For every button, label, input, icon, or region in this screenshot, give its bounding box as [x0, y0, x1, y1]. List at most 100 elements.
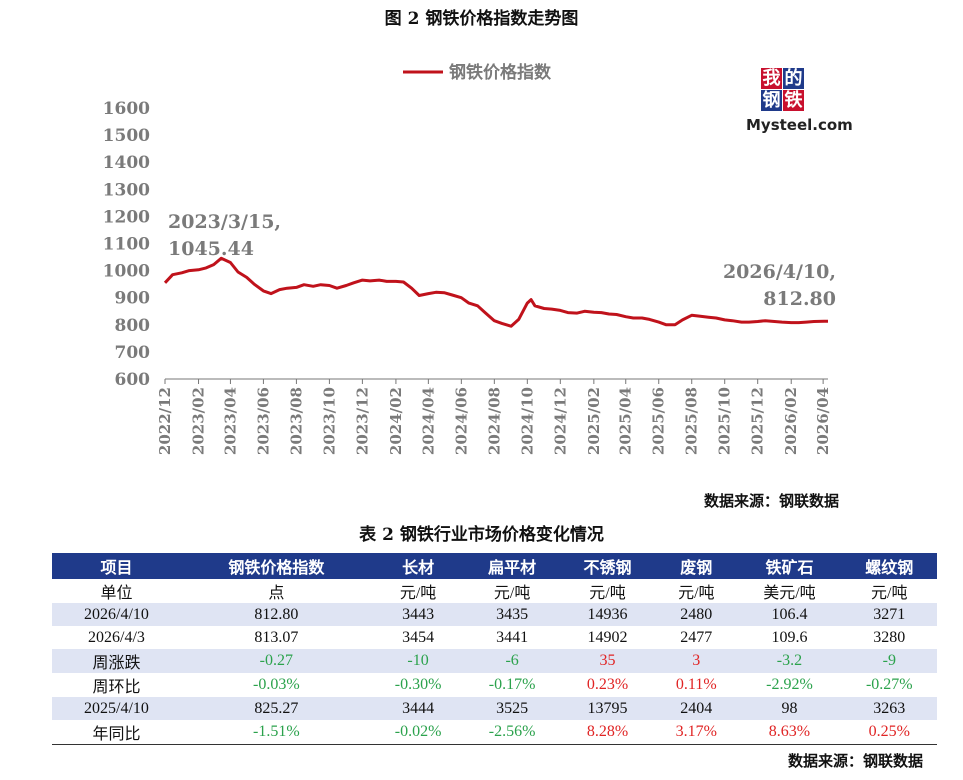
table-cell: 元/吨 [678, 585, 715, 602]
y-tick-label: 1300 [103, 180, 150, 200]
table-header-cell: 长材 [371, 553, 465, 579]
x-tick-label: 2023/08 [287, 387, 305, 455]
table-cell: 元/吨 [589, 585, 626, 602]
x-tick-label: 2025/06 [650, 387, 668, 455]
logo-tile: 的 [783, 68, 804, 89]
table-cell: 106.4 [737, 603, 842, 626]
x-tick-label: 2024/02 [387, 387, 405, 455]
y-tick-label: 800 [115, 316, 151, 336]
table-header-cell: 钢铁价格指数 [180, 553, 372, 579]
table-row: 2025/4/10 825.27 3444 3525 13795 2404 98 3263 [52, 697, 937, 720]
table-cell: 单位 [100, 585, 133, 602]
y-tick-label: 1200 [103, 207, 150, 227]
table-cell: 14936 [559, 603, 656, 626]
table-cell: 美元/吨 [763, 585, 816, 602]
y-tick-label: 1000 [103, 262, 150, 282]
table-cell: 2477 [680, 628, 713, 646]
table-cell: -9 [841, 649, 937, 673]
y-tick-label: 1500 [103, 126, 150, 146]
table-cell: 3263 [841, 697, 937, 720]
table-cell: 2025/4/10 [52, 697, 181, 720]
table-cell: 109.6 [771, 628, 808, 646]
table-cell: -1.51% [180, 720, 372, 745]
table-header-cell: 废钢 [655, 553, 738, 579]
table-cell: 98 [737, 697, 842, 720]
x-tick-label: 2026/02 [782, 387, 800, 455]
table-cell: 3525 [464, 697, 560, 720]
table-row: 周涨跌 -0.27 -10 -6 35 3 -3.2 -9 [52, 649, 937, 673]
x-tick-label: 2024/06 [452, 387, 470, 455]
logo-tile: 我 [761, 68, 782, 89]
x-tick-label: 2024/04 [419, 387, 437, 455]
y-tick-label: 1600 [103, 99, 150, 119]
table-cell: -2.92% [766, 676, 813, 693]
logo-tile: 铁 [783, 90, 804, 111]
table-cell: 812.80 [180, 603, 372, 626]
table-cell: 3435 [464, 603, 560, 626]
figure-title: 图 2 钢铁价格指数走势图 [384, 9, 579, 29]
y-tick-label: 600 [115, 370, 151, 390]
table-header-cell: 项目 [52, 553, 181, 579]
table-cell: 0.23% [586, 676, 629, 693]
table-cell: 元/吨 [871, 585, 908, 602]
table-cell: -3.2 [737, 649, 842, 673]
table-cell: -2.56% [464, 720, 560, 745]
y-tick-label: 700 [115, 343, 151, 363]
table-header-cell: 不锈钢 [559, 553, 656, 579]
table-row: 单位 点 元/吨 元/吨 元/吨 元/吨 美元/吨 元/吨 [52, 579, 937, 603]
table-cell: 周环比 [92, 679, 141, 696]
table-cell: 2404 [655, 697, 738, 720]
x-tick-label: 2023/12 [353, 387, 371, 455]
table-cell: 周涨跌 [52, 649, 181, 673]
table-header-row: 项目 钢铁价格指数 长材 扁平材 不锈钢 废钢 铁矿石 螺纹钢 [52, 553, 937, 579]
table-row: 周环比 -0.03% -0.30% -0.17% 0.23% 0.11% -2.92% -0.… [52, 673, 937, 697]
mysteel-logo: 我的钢铁 Mysteel.com [746, 68, 853, 140]
x-tick-label: 2025/08 [683, 387, 701, 455]
table-cell: 3444 [371, 697, 465, 720]
table-cell: 元/吨 [493, 585, 531, 602]
y-tick-label: 1400 [103, 153, 150, 173]
legend-label: 钢铁价格指数 [449, 62, 552, 83]
table-cell: 813.07 [254, 628, 299, 646]
x-tick-label: 2025/12 [749, 387, 767, 455]
table-cell: 3443 [371, 603, 465, 626]
x-tick-label: 2025/10 [716, 387, 734, 455]
table-cell: 3280 [873, 628, 906, 646]
market-price-table: 项目 钢铁价格指数 长材 扁平材 不锈钢 废钢 铁矿石 螺纹钢 单位 点 元/吨 元/吨 元/吨 元/吨… [52, 553, 937, 745]
x-tick-label: 2024/10 [518, 387, 536, 455]
x-tick-label: 2026/04 [814, 387, 832, 455]
table-cell: 35 [559, 649, 656, 673]
table-cell: -0.17% [488, 676, 536, 693]
table-cell: 825.27 [180, 697, 372, 720]
chart-source-note: 数据来源：钢联数据 [703, 492, 839, 510]
x-tick-label: 2023/10 [320, 387, 338, 455]
x-tick-label: 2023/04 [221, 387, 239, 455]
x-tick-label: 2025/02 [585, 387, 603, 455]
logo-wordmark: Mysteel.com [746, 116, 853, 134]
annotation-label: 2023/3/15, [168, 211, 281, 233]
table-cell: 元/吨 [399, 585, 437, 602]
table-header-cell: 扁平材 [464, 553, 560, 579]
table-row: 2026/4/3 813.07 3454 3441 14902 2477 109.6 3280 [52, 626, 937, 649]
table-cell: -0.27 [180, 649, 372, 673]
x-tick-label: 2022/12 [156, 387, 174, 455]
table-cell: 年同比 [52, 720, 181, 745]
table-cell: 8.28% [559, 720, 656, 745]
table-cell: 3271 [841, 603, 937, 626]
y-tick-label: 900 [115, 289, 151, 309]
table-row: 年同比 -1.51% -0.02% -2.56% 8.28% 3.17% 8.63% 0.25… [52, 720, 937, 745]
table-cell: 2026/4/3 [88, 628, 145, 646]
table-cell: -0.30% [394, 676, 442, 693]
table-cell: 2026/4/10 [52, 603, 181, 626]
x-tick-label: 2023/02 [190, 387, 208, 455]
table-cell: 3441 [496, 628, 529, 646]
table-source-note: 数据来源：钢联数据 [787, 752, 923, 770]
logo-tile: 钢 [761, 90, 782, 111]
table-cell: 3.17% [655, 720, 738, 745]
table-header-cell: 铁矿石 [737, 553, 842, 579]
table-cell: 3 [655, 649, 738, 673]
table-cell: 14902 [587, 628, 628, 646]
table-cell: 3454 [402, 628, 435, 646]
table-cell: 8.63% [737, 720, 842, 745]
annotation-label: 1045.44 [168, 238, 254, 260]
